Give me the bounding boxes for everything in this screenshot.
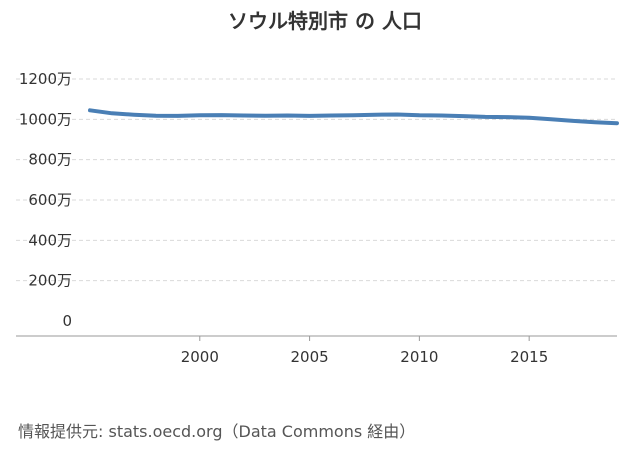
y-tick-label: 400万 — [28, 231, 72, 249]
series-layer — [88, 108, 619, 126]
x-tick-label: 2010 — [400, 348, 438, 366]
y-tick-label: 1000万 — [19, 110, 72, 128]
chart-title: ソウル特別市 の 人口 — [228, 9, 422, 33]
y-tick-label: 800万 — [28, 151, 72, 169]
y-tick-label: 600万 — [28, 191, 72, 209]
y-axis-ticks: 0 200万 400万 600万 800万 1000万 1200万 — [19, 70, 72, 330]
y-tick-label: 0 — [62, 312, 72, 330]
source-note: 情報提供元: stats.oecd.org（Data Commons 経由） — [18, 422, 416, 441]
series-line — [88, 108, 619, 126]
y-tick-label: 1200万 — [19, 70, 72, 88]
x-tick-label: 2005 — [290, 348, 328, 366]
grid-layer — [16, 78, 617, 282]
x-axis-ticks: 2000 2005 2010 2015 — [181, 336, 548, 366]
y-tick-label: 200万 — [28, 272, 72, 290]
x-tick-label: 2015 — [510, 348, 548, 366]
x-tick-label: 2000 — [181, 348, 219, 366]
